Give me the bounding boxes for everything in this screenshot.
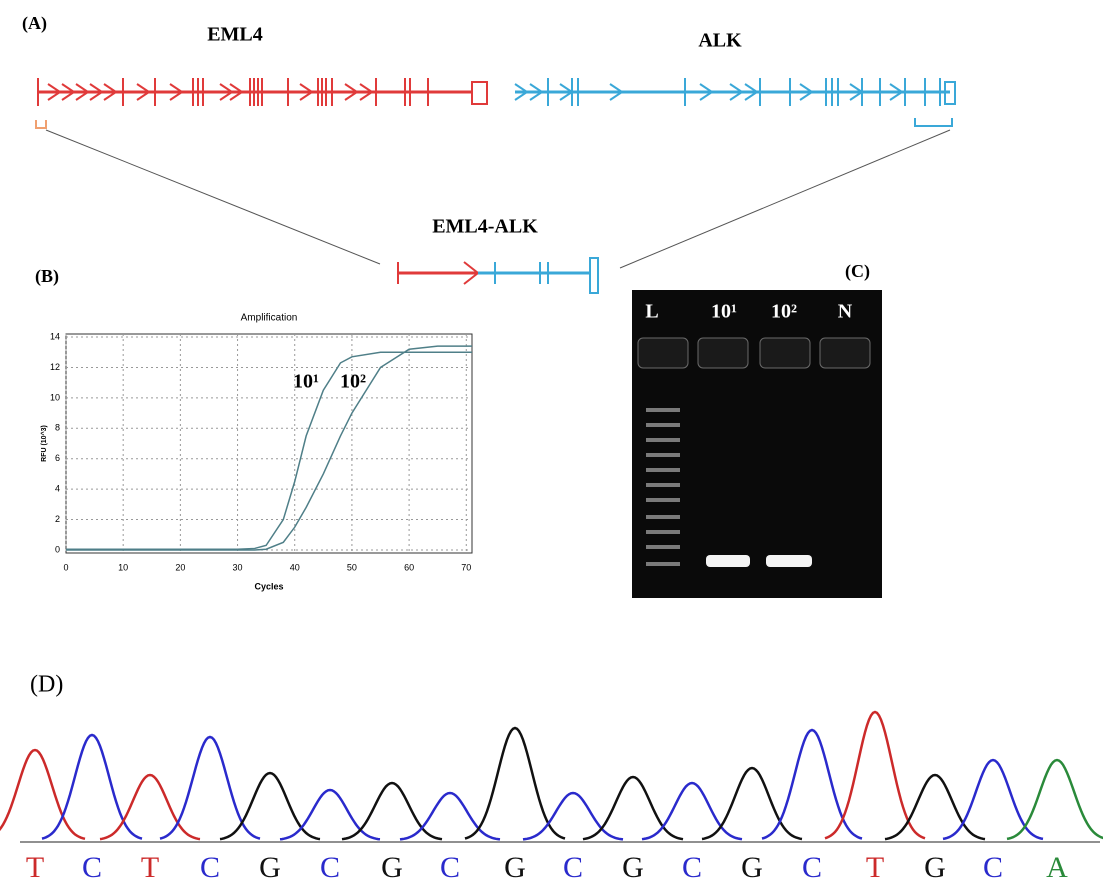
panel-label: (B) [35, 266, 59, 287]
ladder-band [646, 515, 680, 519]
bracket [36, 120, 46, 128]
chart-title: Amplification [241, 313, 298, 324]
base-call: G [924, 851, 946, 884]
ladder-band [646, 562, 680, 566]
trace-peak [0, 750, 85, 839]
exon-box [472, 82, 487, 104]
page: {"panel_labels":{"a":"(A)","b":"(B)","c"… [0, 0, 1103, 888]
fusion-name: EML4-ALK [432, 216, 538, 238]
base-call: G [259, 851, 281, 884]
ladder-band [646, 438, 680, 442]
x-tick-label: 70 [461, 562, 471, 572]
gel-background [632, 290, 882, 598]
exon-box [590, 258, 598, 293]
base-call: T [141, 851, 159, 884]
gel-image [632, 290, 882, 598]
lane-label: N [838, 301, 853, 323]
x-tick-label: 20 [175, 562, 185, 572]
amplification-chart: Amplification Cycles RFU (10^3) 0 2 4 6 8 10 12 14… [40, 313, 472, 592]
ladder-band [646, 423, 680, 427]
ladder-band [646, 483, 680, 487]
base-call: G [622, 851, 644, 884]
curve-label: 10¹ [293, 371, 319, 393]
gene-name: EML4 [207, 24, 263, 46]
ladder-band [646, 453, 680, 457]
x-tick-label: 30 [233, 562, 243, 572]
lane-label: L [645, 301, 658, 323]
base-call: C [983, 851, 1003, 884]
x-axis-label: Cycles [254, 581, 283, 591]
ladder-band [646, 498, 680, 502]
trace-peak [1007, 760, 1103, 839]
connector [46, 130, 380, 264]
trace-peak [583, 777, 683, 839]
panel-label: (C) [845, 261, 870, 282]
base-call: T [26, 851, 44, 884]
base-call: C [440, 851, 460, 884]
base-call: C [682, 851, 702, 884]
well [760, 338, 810, 368]
curve-label: 10² [340, 371, 366, 393]
base-call: T [866, 851, 884, 884]
lane-label: 10¹ [711, 301, 737, 323]
figure: (A) EML4 ALK EML4-ALK (B) (C) (D) Amplif… [0, 0, 1103, 888]
base-call: A [1046, 851, 1068, 884]
trace-peak [160, 737, 260, 839]
base-call: C [82, 851, 102, 884]
gene-name: ALK [698, 30, 742, 52]
lane-label: 10² [771, 301, 797, 323]
trace-peak [943, 760, 1043, 839]
base-call: G [504, 851, 526, 884]
base-call: G [741, 851, 763, 884]
y-axis-label: RFU (10^3) [40, 425, 48, 462]
y-tick-label: 4 [55, 484, 60, 494]
ladder-band [646, 468, 680, 472]
y-tick-label: 14 [50, 331, 60, 341]
base-call: C [200, 851, 220, 884]
y-tick-label: 0 [55, 544, 60, 554]
ladder-band [646, 408, 680, 412]
x-tick-label: 10 [118, 562, 128, 572]
base-call: G [381, 851, 403, 884]
y-tick-label: 6 [55, 453, 60, 463]
panel-label: (A) [22, 13, 47, 34]
x-tick-label: 0 [63, 562, 68, 572]
trace-peak [762, 730, 862, 839]
band [766, 555, 812, 567]
panel-label: (D) [30, 672, 63, 698]
well [698, 338, 748, 368]
base-call: C [802, 851, 822, 884]
y-tick-label: 10 [50, 392, 60, 402]
x-tick-label: 40 [290, 562, 300, 572]
y-tick-label: 12 [50, 362, 60, 372]
well [820, 338, 870, 368]
plot-area [66, 334, 472, 553]
base-call: C [320, 851, 340, 884]
bracket [915, 118, 952, 126]
band [706, 555, 750, 567]
trace-peak [42, 735, 142, 839]
x-tick-label: 50 [347, 562, 357, 572]
ladder-band [646, 545, 680, 549]
connector [620, 130, 950, 268]
ladder-band [646, 530, 680, 534]
gene-diagram [36, 82, 955, 293]
base-call: C [563, 851, 583, 884]
y-tick-label: 8 [55, 423, 60, 433]
x-tick-label: 60 [404, 562, 414, 572]
trace-peak [342, 783, 442, 839]
well [638, 338, 688, 368]
y-tick-label: 2 [55, 514, 60, 524]
trace-peak [642, 783, 742, 839]
